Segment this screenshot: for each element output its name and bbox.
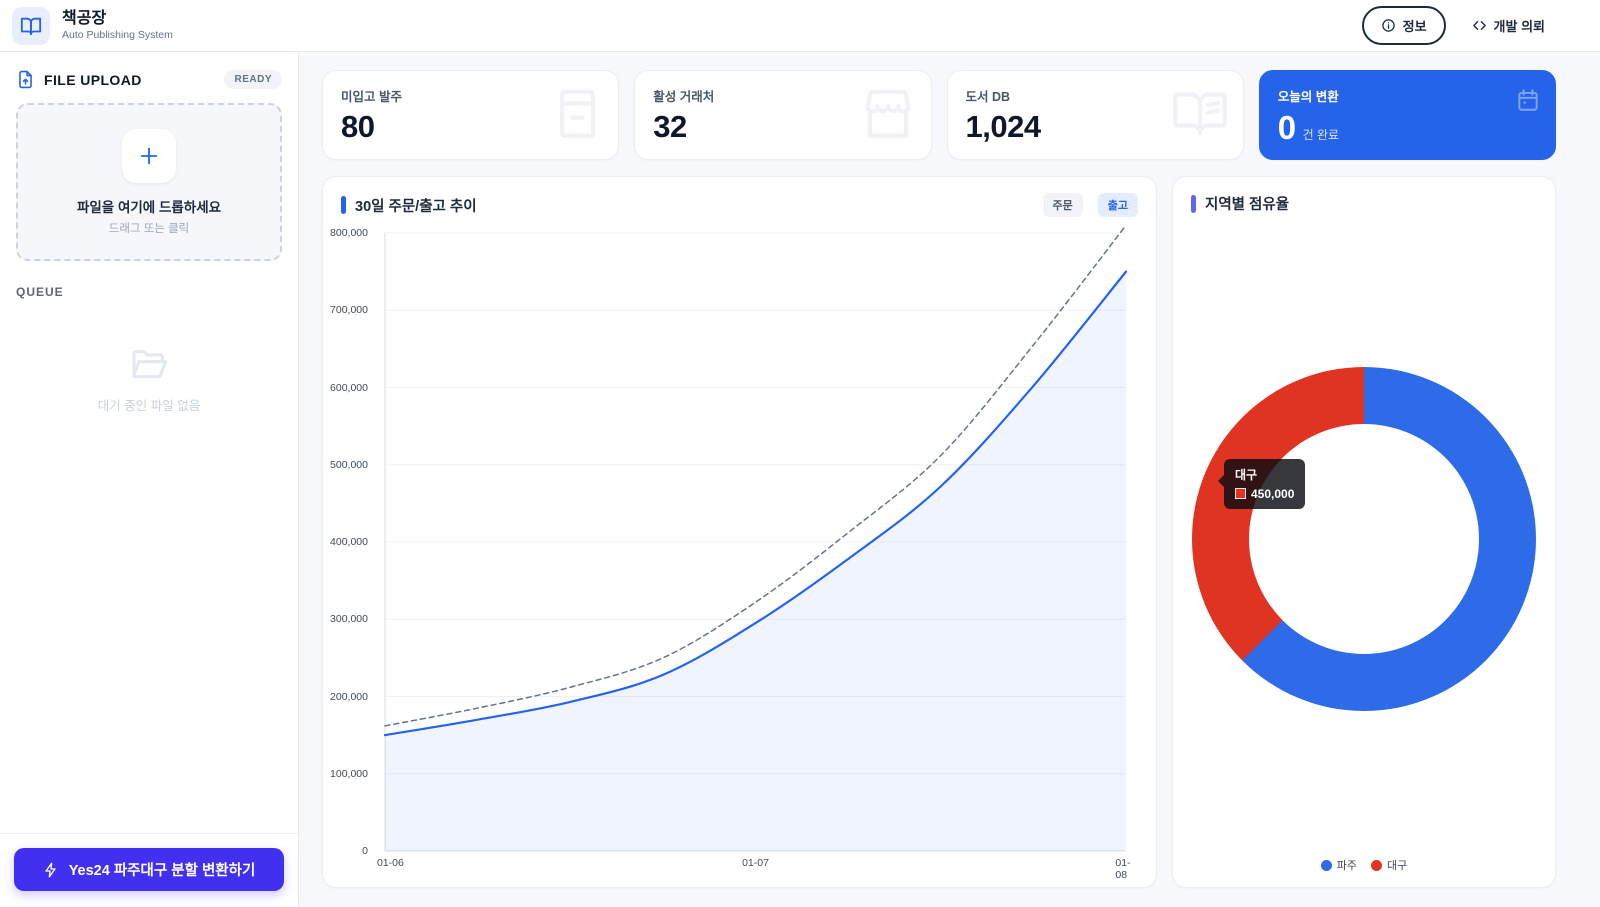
line-chart-plot[interactable]	[383, 224, 1128, 852]
stat-card-pending-orders: 미입고 발주 80	[322, 70, 620, 160]
queue-empty-state: 대기 중인 파일 없음	[16, 345, 282, 414]
donut-chart-card: 지역별 점유율 대구 450,000 파주 대구	[1172, 176, 1556, 888]
stat-label: 도서 DB	[965, 90, 1011, 104]
stat-suffix: 건 완료	[1302, 128, 1340, 142]
y-axis-tick: 0	[362, 845, 368, 857]
x-axis: 01-06 01-07 01-08	[377, 857, 1131, 881]
file-dropzone[interactable]: 파일을 여기에 드롭하세요 드래그 또는 클릭	[16, 103, 282, 261]
chart-tooltip: 대구 450,000	[1217, 458, 1306, 509]
add-file-button	[122, 128, 176, 183]
app-header: 책공장 Auto Publishing System 정보 개발 의뢰	[0, 0, 1600, 52]
box-icon	[544, 82, 606, 149]
donut-chart[interactable]	[1192, 366, 1536, 711]
storefront-icon	[857, 82, 919, 149]
tooltip-label: 대구	[1235, 467, 1258, 482]
title-accent-bar	[341, 196, 346, 214]
y-axis-tick: 400,000	[330, 536, 368, 548]
queue-empty-text: 대기 중인 파일 없음	[97, 399, 201, 413]
legend-swatch	[1320, 859, 1332, 871]
stat-value: 80	[341, 109, 375, 144]
stat-label: 활성 거래처	[653, 90, 715, 104]
book-logo-icon	[20, 17, 42, 35]
legend-toggle-orders[interactable]: 주문	[1042, 193, 1083, 217]
legend-label: 파주	[1336, 860, 1357, 872]
line-chart-svg	[383, 224, 1128, 852]
ready-status-badge: READY	[224, 70, 282, 89]
info-button-label: 정보	[1402, 19, 1427, 34]
donut-chart-title: 지역별 점유율	[1205, 197, 1290, 213]
stat-value: 32	[653, 109, 687, 144]
stat-card-book-db: 도서 DB 1,024	[946, 70, 1244, 160]
y-axis: 800,000 700,000 600,000 500,000 400,000 300,0…	[323, 227, 377, 857]
stat-label: 미입고 발주	[341, 90, 402, 104]
stat-label: 오늘의 변환	[1277, 90, 1339, 104]
y-axis-tick: 700,000	[330, 304, 368, 317]
calendar-icon	[1515, 87, 1541, 118]
tooltip-value: 450,000	[1251, 486, 1295, 501]
convert-button[interactable]: Yes24 파주대구 분할 변환하기	[14, 848, 284, 891]
convert-button-label: Yes24 파주대구 분할 변환하기	[68, 863, 256, 879]
sidebar: FILE UPLOAD READY 파일을 여기에 드롭하세요 드래그 또는 클…	[0, 52, 299, 907]
x-axis-tick: 01-08	[1115, 857, 1131, 881]
y-axis-tick: 800,000	[330, 227, 368, 239]
donut-legend: 파주 대구	[1173, 857, 1555, 887]
x-axis-tick: 01-06	[376, 857, 404, 869]
legend-toggle-shipments[interactable]: 출고	[1097, 193, 1138, 217]
upload-section-title: FILE UPLOAD	[44, 71, 142, 88]
info-button[interactable]: 정보	[1361, 6, 1446, 45]
lightning-icon	[45, 862, 56, 877]
y-axis-tick: 500,000	[330, 458, 368, 471]
dev-request-label: 개발 의뢰	[1493, 19, 1545, 34]
file-upload-icon	[19, 70, 32, 89]
y-axis-tick: 600,000	[330, 381, 368, 394]
y-axis-tick: 200,000	[330, 690, 368, 703]
stat-card-active-vendors: 활성 거래처 32	[634, 70, 932, 160]
queue-section-title: QUEUE	[16, 285, 64, 299]
y-axis-tick: 300,000	[330, 613, 368, 626]
line-chart-card: 30일 주문/출고 추이 주문 출고 800,000 700,000 600,000…	[322, 176, 1157, 888]
open-book-icon	[1169, 82, 1231, 149]
stat-card-today-conversions: 오늘의 변환 0 건 완료	[1258, 70, 1556, 160]
legend-label: 대구	[1387, 860, 1408, 872]
dropzone-title: 파일을 여기에 드롭하세요	[76, 199, 222, 215]
stat-value: 1,024	[965, 109, 1042, 144]
stat-value: 0	[1277, 109, 1296, 146]
app-logo	[12, 6, 50, 45]
code-icon	[1472, 21, 1486, 30]
y-axis-tick: 100,000	[330, 767, 368, 780]
tooltip-swatch	[1235, 488, 1246, 499]
line-chart-title: 30일 주문/출고 추이	[355, 198, 477, 215]
legend-item-대구[interactable]: 대구	[1371, 857, 1407, 873]
x-axis-tick: 01-07	[742, 857, 769, 869]
title-accent-bar	[1191, 194, 1196, 213]
dev-request-link[interactable]: 개발 의뢰	[1472, 16, 1545, 35]
stats-row: 미입고 발주 80 활성 거래처 32 도	[322, 70, 1556, 160]
plus-icon	[140, 147, 158, 164]
main-content: 미입고 발주 80 활성 거래처 32 도	[299, 52, 1600, 907]
folder-icon	[132, 350, 168, 379]
info-icon	[1381, 19, 1395, 32]
dropzone-subtitle: 드래그 또는 클릭	[108, 222, 190, 235]
app-title: 책공장	[62, 10, 107, 28]
legend-swatch	[1371, 859, 1382, 871]
legend-item-파주[interactable]: 파주	[1320, 857, 1357, 873]
app-subtitle: Auto Publishing System	[62, 28, 173, 41]
